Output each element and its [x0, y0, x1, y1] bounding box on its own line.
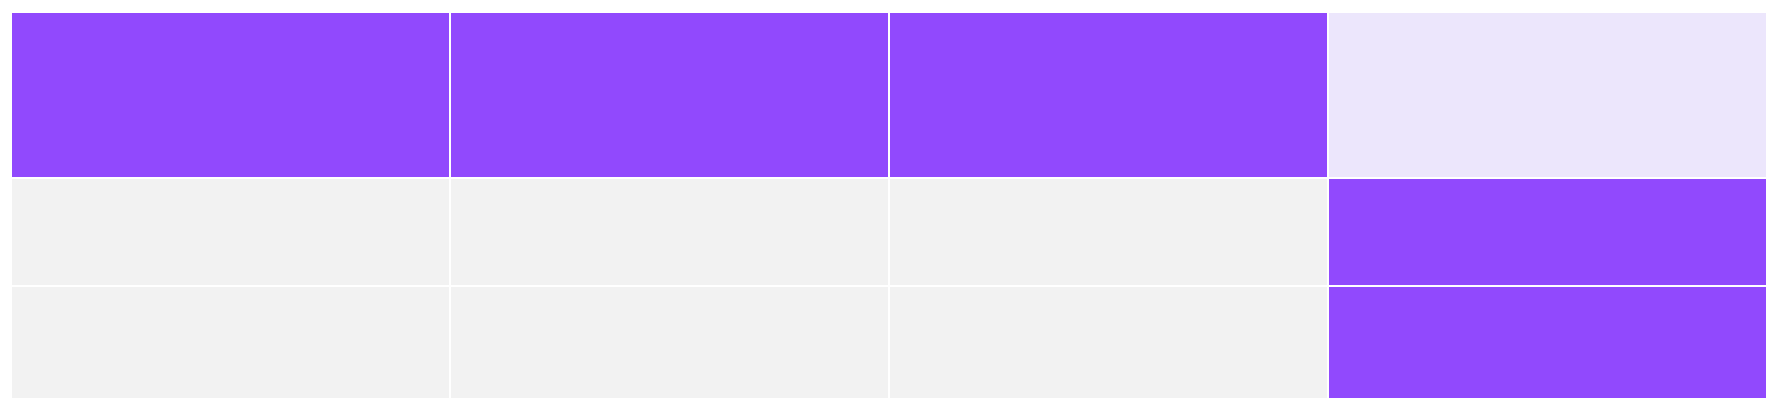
- color-block-grid: [12, 13, 1766, 398]
- grid-cell-r2-c4: [1329, 179, 1766, 285]
- grid-cell-r1-c2: [451, 13, 888, 177]
- grid-cell-r1-c4: [1329, 13, 1766, 177]
- grid-cell-r2-c3: [890, 179, 1327, 285]
- grid-cell-r3-c2: [451, 287, 888, 398]
- grid-cell-r3-c1: [12, 287, 449, 398]
- grid-cell-r2-c1: [12, 179, 449, 285]
- grid-cell-r2-c2: [451, 179, 888, 285]
- grid-cell-r1-c1: [12, 13, 449, 177]
- grid-cell-r3-c3: [890, 287, 1327, 398]
- grid-cell-r3-c4: [1329, 287, 1766, 398]
- grid-cell-r1-c3: [890, 13, 1327, 177]
